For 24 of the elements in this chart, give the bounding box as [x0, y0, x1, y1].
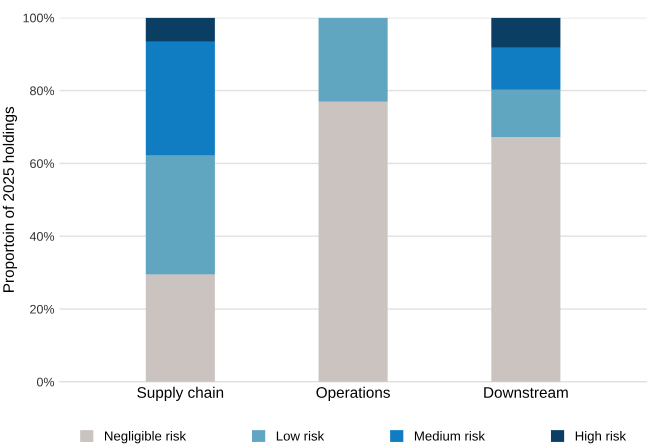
bar: [318, 102, 388, 382]
legend-label: Low risk: [276, 430, 324, 441]
y-axis-title: Proportoin of 2025 holdings: [2, 106, 18, 292]
bar: [146, 155, 215, 274]
legend-label: Medium risk: [414, 430, 486, 441]
y-tick-label: 40%: [30, 232, 54, 241]
bar: [146, 274, 215, 382]
bar: [146, 18, 215, 42]
y-tick-label: 60%: [30, 159, 54, 168]
bar: [491, 137, 560, 382]
y-tick-label: 20%: [30, 304, 54, 314]
y-tick-label: 100%: [24, 14, 54, 22]
bar: [491, 89, 560, 138]
y-tick-label: 0%: [36, 378, 54, 386]
bar: [318, 18, 388, 102]
legend-label: High risk: [576, 430, 626, 444]
bar: [146, 42, 215, 156]
legend-label: Negligible risk: [105, 430, 186, 444]
y-tick-label: 80%: [30, 86, 54, 96]
x-tick-label: Supply chain: [137, 386, 224, 401]
x-tick-label: Operations: [316, 386, 390, 401]
x-tick-label: Downstream: [484, 387, 568, 398]
bar: [491, 18, 560, 48]
bar: [491, 48, 560, 90]
